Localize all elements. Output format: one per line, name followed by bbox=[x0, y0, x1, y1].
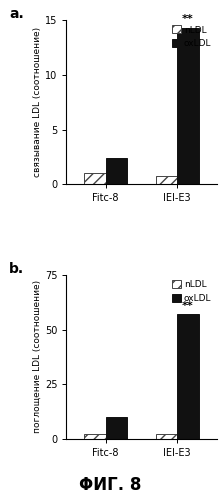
Bar bbox=[106, 417, 127, 439]
Bar bbox=[177, 27, 199, 184]
Text: b.: b. bbox=[9, 261, 24, 275]
Text: **: ** bbox=[182, 14, 194, 24]
Bar bbox=[156, 434, 177, 439]
Bar bbox=[84, 173, 106, 184]
Legend: nLDL, oxLDL: nLDL, oxLDL bbox=[171, 279, 212, 304]
Bar bbox=[156, 176, 177, 184]
Text: a.: a. bbox=[9, 7, 24, 21]
Y-axis label: связывание LDL (соотношение): связывание LDL (соотношение) bbox=[33, 27, 42, 177]
Bar bbox=[84, 434, 106, 439]
Bar bbox=[177, 314, 199, 439]
Text: **: ** bbox=[182, 301, 194, 311]
Bar bbox=[106, 158, 127, 184]
Legend: nLDL, oxLDL: nLDL, oxLDL bbox=[171, 24, 212, 49]
Text: ΦИГ. 8: ΦИГ. 8 bbox=[79, 476, 142, 494]
Y-axis label: поглощение LDL (соотношение): поглощение LDL (соотношение) bbox=[33, 280, 42, 434]
